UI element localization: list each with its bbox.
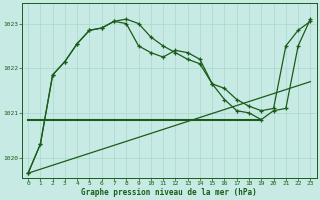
- X-axis label: Graphe pression niveau de la mer (hPa): Graphe pression niveau de la mer (hPa): [81, 188, 257, 197]
